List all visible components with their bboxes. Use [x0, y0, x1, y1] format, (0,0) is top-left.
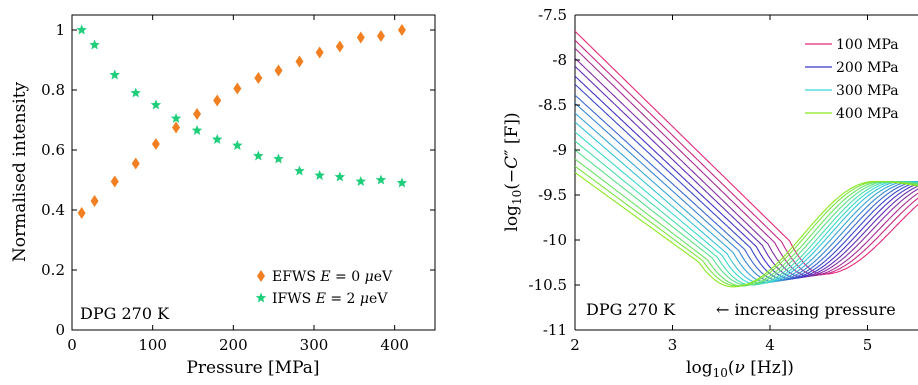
- star-marker: [130, 87, 141, 98]
- y-tick-label: -9: [552, 141, 567, 159]
- spectrum-curve: [575, 149, 918, 286]
- x-axis-label: Pressure [MPa]: [186, 358, 319, 378]
- y-tick-label: -9.5: [538, 186, 567, 204]
- legend-marker-star: [255, 292, 267, 303]
- x-tick-label: 3: [668, 336, 678, 354]
- diamond-marker: [77, 207, 86, 219]
- y-axis-label: log10(−C″ [F]): [502, 112, 524, 231]
- diamond-marker: [254, 72, 263, 84]
- star-marker: [273, 153, 284, 164]
- star-marker: [355, 176, 367, 186]
- y-tick-label: 0.2: [41, 261, 65, 279]
- diamond-marker: [193, 108, 202, 120]
- spectrum-curve: [575, 39, 918, 276]
- spectrum-curve: [575, 121, 918, 284]
- spectrum-curve: [575, 65, 918, 279]
- spectrum-curve: [575, 102, 918, 282]
- star-marker: [314, 170, 325, 180]
- annotation-label: DPG 270 K: [80, 304, 170, 323]
- axis-ticks: 2 3 4 5 -11 -10.5 -10 -9.5 -9 -8.5 -8 -7.5: [529, 6, 873, 354]
- x-tick-label: 200: [219, 336, 248, 354]
- y-tick-label: -8.5: [538, 96, 567, 114]
- spectrum-curve: [575, 140, 918, 286]
- y-tick-label: -10: [543, 231, 567, 249]
- legend: EFWS E = 0 μeV IFWS E = 2 μeV: [255, 269, 393, 307]
- diamond-marker: [274, 64, 283, 77]
- diamond-marker: [131, 157, 140, 170]
- y-tick-label: 0.8: [41, 81, 65, 99]
- x-tick-label: 2: [570, 336, 580, 354]
- diamond-marker: [213, 94, 222, 107]
- y-tick-label: 1: [55, 21, 65, 39]
- diamond-marker: [397, 24, 406, 36]
- diamond-marker: [172, 121, 181, 134]
- legend: 100 MPa 200 MPa 300 MPa 400 MPa: [805, 37, 899, 122]
- diamond-marker: [335, 40, 344, 53]
- spectrum-curves: [575, 30, 918, 288]
- axis-ticks: 0 100 200 300 400 0 0.2 0.4 0.6 0.8 1: [41, 15, 435, 354]
- star-marker: [211, 134, 223, 144]
- star-marker: [76, 24, 87, 35]
- y-tick-label: -8: [552, 51, 567, 69]
- y-tick-label: -11: [543, 321, 567, 339]
- spectrum-curve: [575, 75, 918, 280]
- diamond-marker: [233, 82, 242, 95]
- spectrum-curve: [575, 165, 918, 287]
- star-marker: [109, 69, 120, 80]
- annotation-label: DPG 270 K: [586, 300, 676, 319]
- diamond-marker: [110, 175, 119, 188]
- legend-entry-efws: EFWS E = 0 μeV: [272, 269, 393, 285]
- star-marker: [150, 99, 162, 110]
- pressure-direction-annotation: ← increasing pressure: [716, 300, 896, 319]
- x-axis-label: log10(ν [Hz]): [686, 358, 794, 380]
- x-tick-label: 0: [67, 336, 77, 354]
- diamond-marker: [356, 31, 365, 44]
- legend-marker-diamond: [257, 270, 265, 282]
- intensity-panel: 0 100 200 300 400 0 0.2 0.4 0.6 0.8 1 Normalised i…: [10, 14, 436, 378]
- spectrum-curve: [575, 47, 918, 277]
- star-marker: [253, 150, 264, 161]
- legend-entry-ifws: IFWS E = 2 μeV: [272, 291, 388, 307]
- diamond-marker: [376, 30, 385, 42]
- diamond-marker: [315, 46, 324, 59]
- spectrum-curve: [575, 172, 918, 288]
- legend-entry: 100 MPa: [836, 37, 899, 53]
- spectrum-curve: [575, 158, 918, 287]
- spectrum-curve: [575, 57, 918, 278]
- y-axis-label: Normalised intensity: [10, 81, 30, 262]
- diamond-marker: [151, 138, 160, 150]
- spectrum-curve: [575, 30, 918, 275]
- x-tick-label: 100: [138, 336, 167, 354]
- y-tick-label: -7.5: [538, 6, 567, 24]
- spectrum-curve: [575, 94, 918, 282]
- star-marker: [232, 140, 243, 150]
- x-tick-label: 300: [300, 336, 329, 354]
- y-tick-label: 0.4: [41, 201, 65, 219]
- star-marker: [396, 177, 408, 188]
- legend-entry: 300 MPa: [836, 83, 899, 99]
- legend-entry: 400 MPa: [836, 106, 899, 122]
- plot-frame: [71, 14, 436, 331]
- x-tick-label: 5: [863, 336, 873, 354]
- diamond-marker: [90, 195, 99, 207]
- star-marker: [334, 171, 346, 182]
- star-marker: [191, 125, 203, 135]
- data-points: [76, 24, 408, 219]
- star-marker: [294, 165, 305, 176]
- star-marker: [170, 113, 182, 123]
- x-tick-label: 400: [380, 336, 409, 354]
- star-marker: [375, 174, 387, 185]
- legend-entry: 200 MPa: [836, 60, 899, 76]
- y-tick-label: 0: [55, 321, 65, 339]
- spectrum-curve: [575, 83, 918, 281]
- y-tick-label: -10.5: [529, 276, 567, 294]
- spectrum-curve: [575, 112, 918, 283]
- star-marker: [89, 39, 100, 50]
- spectra-panel: 2 3 4 5 -11 -10.5 -10 -9.5 -9 -8.5 -8 -7.5 log10(−C…: [502, 6, 918, 380]
- y-tick-label: 0.6: [41, 141, 65, 159]
- x-tick-label: 4: [765, 336, 775, 354]
- diamond-marker: [295, 55, 304, 68]
